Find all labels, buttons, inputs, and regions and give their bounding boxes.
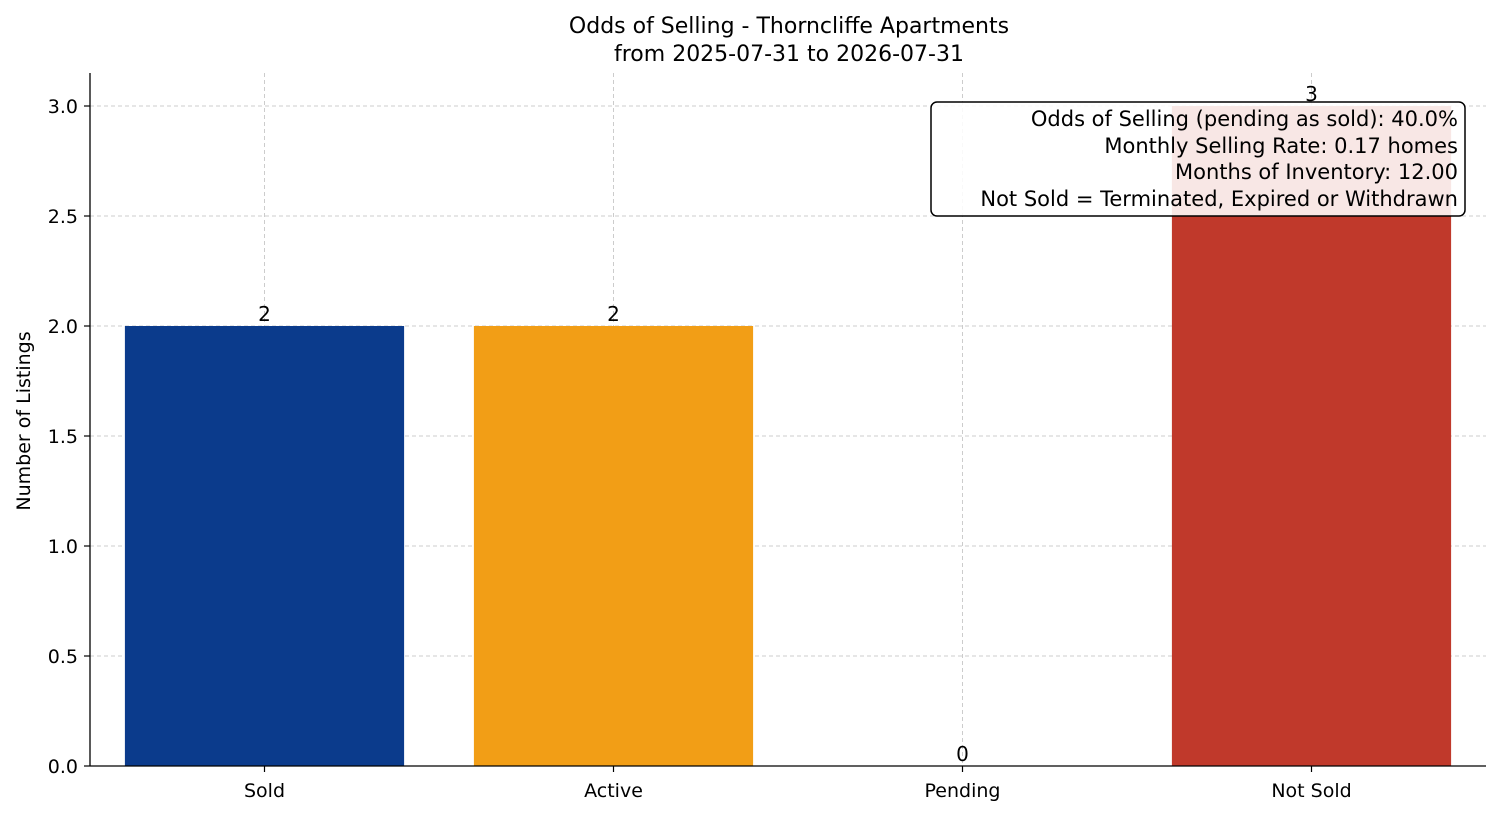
info-box: Odds of Selling (pending as sold): 40.0%… (930, 101, 1466, 217)
x-axis-ticks: Sold Active Pending Not Sold (244, 766, 1352, 802)
y-tick-label-6: 3.0 (48, 96, 78, 118)
info-odds-text: Odds of Selling (pending as sold): 40.0% (1031, 107, 1458, 131)
data-label-pending: 0 (956, 742, 969, 766)
data-label-sold: 2 (258, 302, 271, 326)
chart-title: Odds of Selling - Thorncliffe Apartments (569, 14, 1009, 39)
data-labels: 2 2 0 3 (258, 82, 1318, 766)
y-tick-label-0: 0.0 (48, 756, 78, 778)
chart-subtitle: from 2025-07-31 to 2026-07-31 (614, 42, 964, 67)
bar-active (473, 326, 754, 766)
x-tick-label-active: Active (584, 780, 643, 802)
info-selling-rate-text: Monthly Selling Rate: 0.17 homes (1104, 134, 1458, 158)
x-tick-label-pending: Pending (925, 780, 1001, 802)
data-label-active: 2 (607, 302, 620, 326)
y-tick-label-4: 2.0 (48, 316, 78, 338)
y-tick-label-5: 2.5 (48, 206, 78, 228)
data-label-not-sold: 3 (1305, 82, 1318, 106)
info-not-sold-note: Not Sold = Terminated, Expired or Withdr… (980, 187, 1458, 211)
x-tick-label-sold: Sold (244, 780, 285, 802)
y-axis-label: Number of Listings (13, 331, 35, 510)
y-tick-label-2: 1.0 (48, 536, 78, 558)
y-axis-ticks: 0.0 0.5 1.0 1.5 2.0 2.5 3.0 (48, 96, 90, 778)
info-inventory-text: Months of Inventory: 12.00 (1175, 160, 1458, 184)
y-tick-label-3: 1.5 (48, 426, 78, 448)
info-box-frame (930, 101, 1466, 217)
bar-sold (124, 326, 405, 766)
x-tick-label-not-sold: Not Sold (1271, 780, 1351, 802)
y-tick-label-1: 0.5 (48, 646, 78, 668)
